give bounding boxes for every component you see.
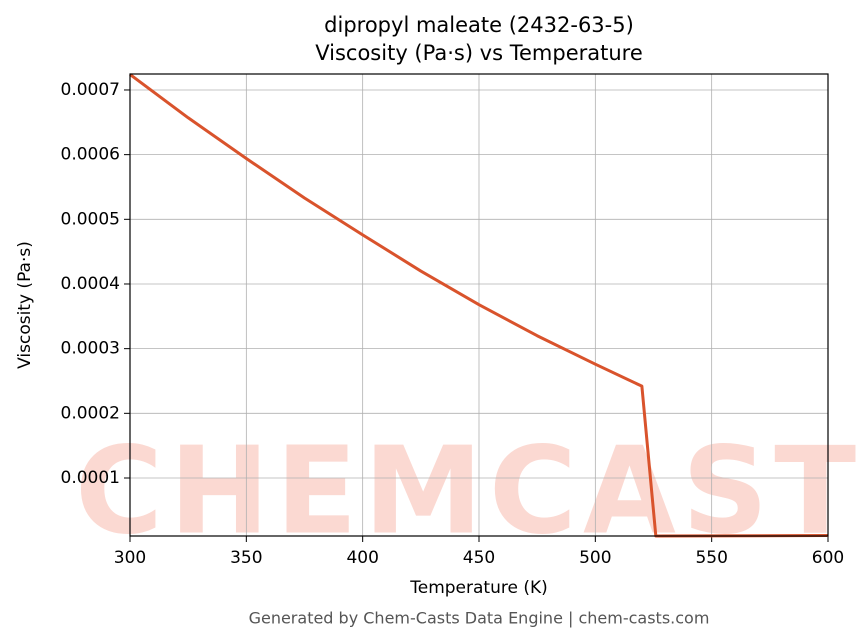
x-tick-label: 400 — [346, 548, 378, 568]
watermark: CHEMCASTS — [75, 423, 863, 562]
plot-frame — [129, 73, 829, 537]
x-tick-label: 500 — [579, 548, 611, 568]
x-tick-label: 550 — [695, 548, 727, 568]
x-axis-label: Temperature (K) — [409, 578, 548, 598]
y-tick-label: 0.0003 — [61, 339, 120, 359]
x-tick-label: 450 — [463, 548, 495, 568]
y-tick-label: 0.0001 — [61, 468, 120, 488]
y-axis-label: Viscosity (Pa·s) — [15, 241, 35, 369]
x-tick-label: 300 — [114, 548, 146, 568]
chart-title: dipropyl maleate (2432-63-5) — [324, 13, 634, 37]
x-tick-label: 350 — [230, 548, 262, 568]
y-tick-label: 0.0004 — [61, 274, 120, 294]
y-tick-label: 0.0005 — [61, 209, 120, 229]
x-tick-label: 600 — [812, 548, 844, 568]
line — [129, 73, 829, 538]
chart-subtitle: Viscosity (Pa·s) vs Temperature — [315, 41, 643, 65]
y-tick-label: 0.0002 — [61, 403, 120, 423]
y-tick-label: 0.0006 — [61, 145, 120, 165]
y-tick-label: 0.0007 — [61, 80, 120, 100]
footer: Generated by Chem-Casts Data Engine | ch… — [249, 609, 710, 628]
